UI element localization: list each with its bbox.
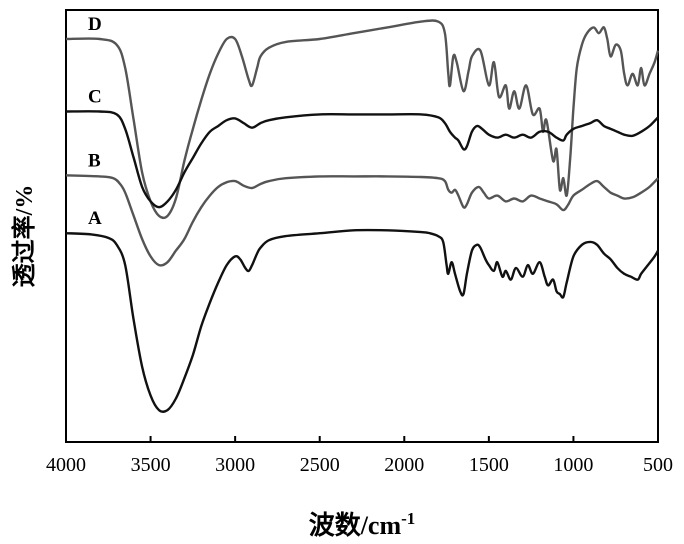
x-tick-label: 3500 [131, 454, 171, 476]
x-tick-label: 1000 [553, 454, 593, 476]
series-label-c: C [88, 86, 102, 107]
series-label-a: A [88, 208, 102, 229]
x-tick-label: 3000 [215, 454, 255, 476]
x-axis-title: 波数/cm-1 [309, 509, 416, 540]
series-line-d [66, 20, 658, 217]
series-label-b: B [88, 150, 101, 171]
x-tick-label: 500 [643, 454, 673, 476]
x-axis-title-superscript: -1 [401, 509, 415, 528]
x-tick-label: 1500 [469, 454, 509, 476]
series-layer [66, 20, 658, 411]
plot-frame [66, 10, 658, 442]
x-axis-title-main: 波数/cm [309, 511, 402, 540]
x-tick-label: 2500 [300, 454, 340, 476]
series-label-d: D [88, 14, 102, 35]
series-label-layer: D C B A [88, 14, 102, 229]
x-tick-label: 2000 [384, 454, 424, 476]
series-line-b [66, 175, 658, 265]
y-axis-title: 透过率/% [10, 185, 38, 288]
series-line-a [66, 230, 658, 412]
x-tick-label: 4000 [46, 454, 86, 476]
